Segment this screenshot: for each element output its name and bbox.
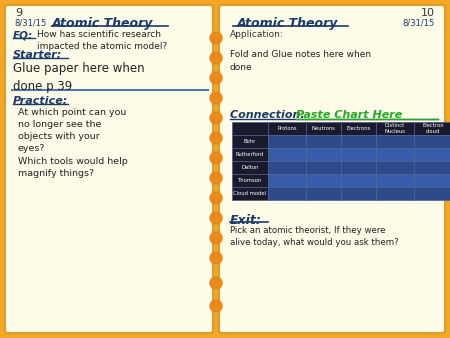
FancyBboxPatch shape	[306, 135, 341, 148]
Text: 9: 9	[15, 8, 22, 18]
FancyBboxPatch shape	[268, 148, 306, 161]
Circle shape	[210, 252, 222, 264]
FancyBboxPatch shape	[341, 161, 376, 174]
FancyBboxPatch shape	[232, 122, 268, 135]
Text: Connection:: Connection:	[230, 110, 309, 120]
FancyBboxPatch shape	[341, 187, 376, 200]
FancyBboxPatch shape	[232, 135, 268, 148]
Text: Application:: Application:	[230, 30, 284, 39]
Text: EQ:: EQ:	[13, 30, 33, 40]
Circle shape	[210, 277, 222, 289]
FancyBboxPatch shape	[268, 174, 306, 187]
FancyBboxPatch shape	[414, 174, 450, 187]
FancyBboxPatch shape	[414, 122, 450, 135]
Circle shape	[210, 172, 222, 184]
Text: Fold and Glue notes here when
done: Fold and Glue notes here when done	[230, 50, 371, 72]
Text: Practice:: Practice:	[13, 96, 68, 106]
FancyBboxPatch shape	[376, 174, 414, 187]
Circle shape	[210, 192, 222, 204]
Text: Exit:: Exit:	[230, 214, 262, 227]
FancyBboxPatch shape	[268, 161, 306, 174]
FancyBboxPatch shape	[219, 5, 445, 333]
FancyBboxPatch shape	[306, 161, 341, 174]
Text: Atomic Theory: Atomic Theory	[237, 17, 339, 30]
FancyBboxPatch shape	[5, 5, 213, 333]
Text: Pick an atomic theorist, If they were
alive today, what would you ask them?: Pick an atomic theorist, If they were al…	[230, 226, 399, 247]
Text: Starter:: Starter:	[13, 50, 62, 60]
Text: Thomson: Thomson	[238, 178, 262, 183]
Circle shape	[210, 32, 222, 44]
Text: Protons: Protons	[277, 126, 297, 131]
Text: 8/31/15: 8/31/15	[14, 18, 46, 27]
FancyBboxPatch shape	[414, 148, 450, 161]
FancyBboxPatch shape	[414, 135, 450, 148]
Circle shape	[210, 92, 222, 104]
FancyBboxPatch shape	[376, 122, 414, 135]
FancyBboxPatch shape	[268, 122, 306, 135]
FancyBboxPatch shape	[232, 174, 268, 187]
Circle shape	[210, 232, 222, 244]
Circle shape	[210, 72, 222, 84]
FancyBboxPatch shape	[414, 187, 450, 200]
Text: Neutrons: Neutrons	[311, 126, 336, 131]
FancyBboxPatch shape	[306, 187, 341, 200]
FancyBboxPatch shape	[376, 187, 414, 200]
FancyBboxPatch shape	[376, 161, 414, 174]
FancyBboxPatch shape	[376, 135, 414, 148]
FancyBboxPatch shape	[232, 161, 268, 174]
FancyBboxPatch shape	[232, 187, 268, 200]
FancyBboxPatch shape	[341, 122, 376, 135]
Circle shape	[210, 152, 222, 164]
Text: Dalton: Dalton	[241, 165, 259, 170]
Circle shape	[210, 132, 222, 144]
FancyBboxPatch shape	[341, 174, 376, 187]
Text: Electron
cloud: Electron cloud	[422, 123, 444, 134]
Text: 8/31/15: 8/31/15	[403, 18, 435, 27]
FancyBboxPatch shape	[268, 187, 306, 200]
FancyBboxPatch shape	[306, 122, 341, 135]
FancyBboxPatch shape	[376, 148, 414, 161]
Text: Atomic Theory: Atomic Theory	[52, 17, 153, 30]
Text: Distinct
Nucleus: Distinct Nucleus	[384, 123, 405, 134]
Circle shape	[210, 300, 222, 312]
Text: 10: 10	[421, 8, 435, 18]
FancyBboxPatch shape	[306, 174, 341, 187]
Circle shape	[210, 52, 222, 64]
Circle shape	[210, 212, 222, 224]
Text: At which point can you
no longer see the
objects with your
eyes?
Which tools wou: At which point can you no longer see the…	[18, 108, 128, 178]
FancyBboxPatch shape	[414, 161, 450, 174]
Text: Rutherford: Rutherford	[236, 152, 264, 157]
Text: Electrons: Electrons	[346, 126, 371, 131]
FancyBboxPatch shape	[268, 135, 306, 148]
Text: How has scientific research
impacted the atomic model?: How has scientific research impacted the…	[37, 30, 167, 51]
FancyBboxPatch shape	[232, 148, 268, 161]
Text: Bohr: Bohr	[244, 139, 256, 144]
FancyBboxPatch shape	[341, 135, 376, 148]
FancyBboxPatch shape	[341, 148, 376, 161]
Text: Paste Chart Here: Paste Chart Here	[296, 110, 402, 120]
Text: Glue paper here when
done p 39: Glue paper here when done p 39	[13, 62, 144, 93]
Text: Cloud model: Cloud model	[234, 191, 266, 196]
FancyBboxPatch shape	[306, 148, 341, 161]
Circle shape	[210, 112, 222, 124]
